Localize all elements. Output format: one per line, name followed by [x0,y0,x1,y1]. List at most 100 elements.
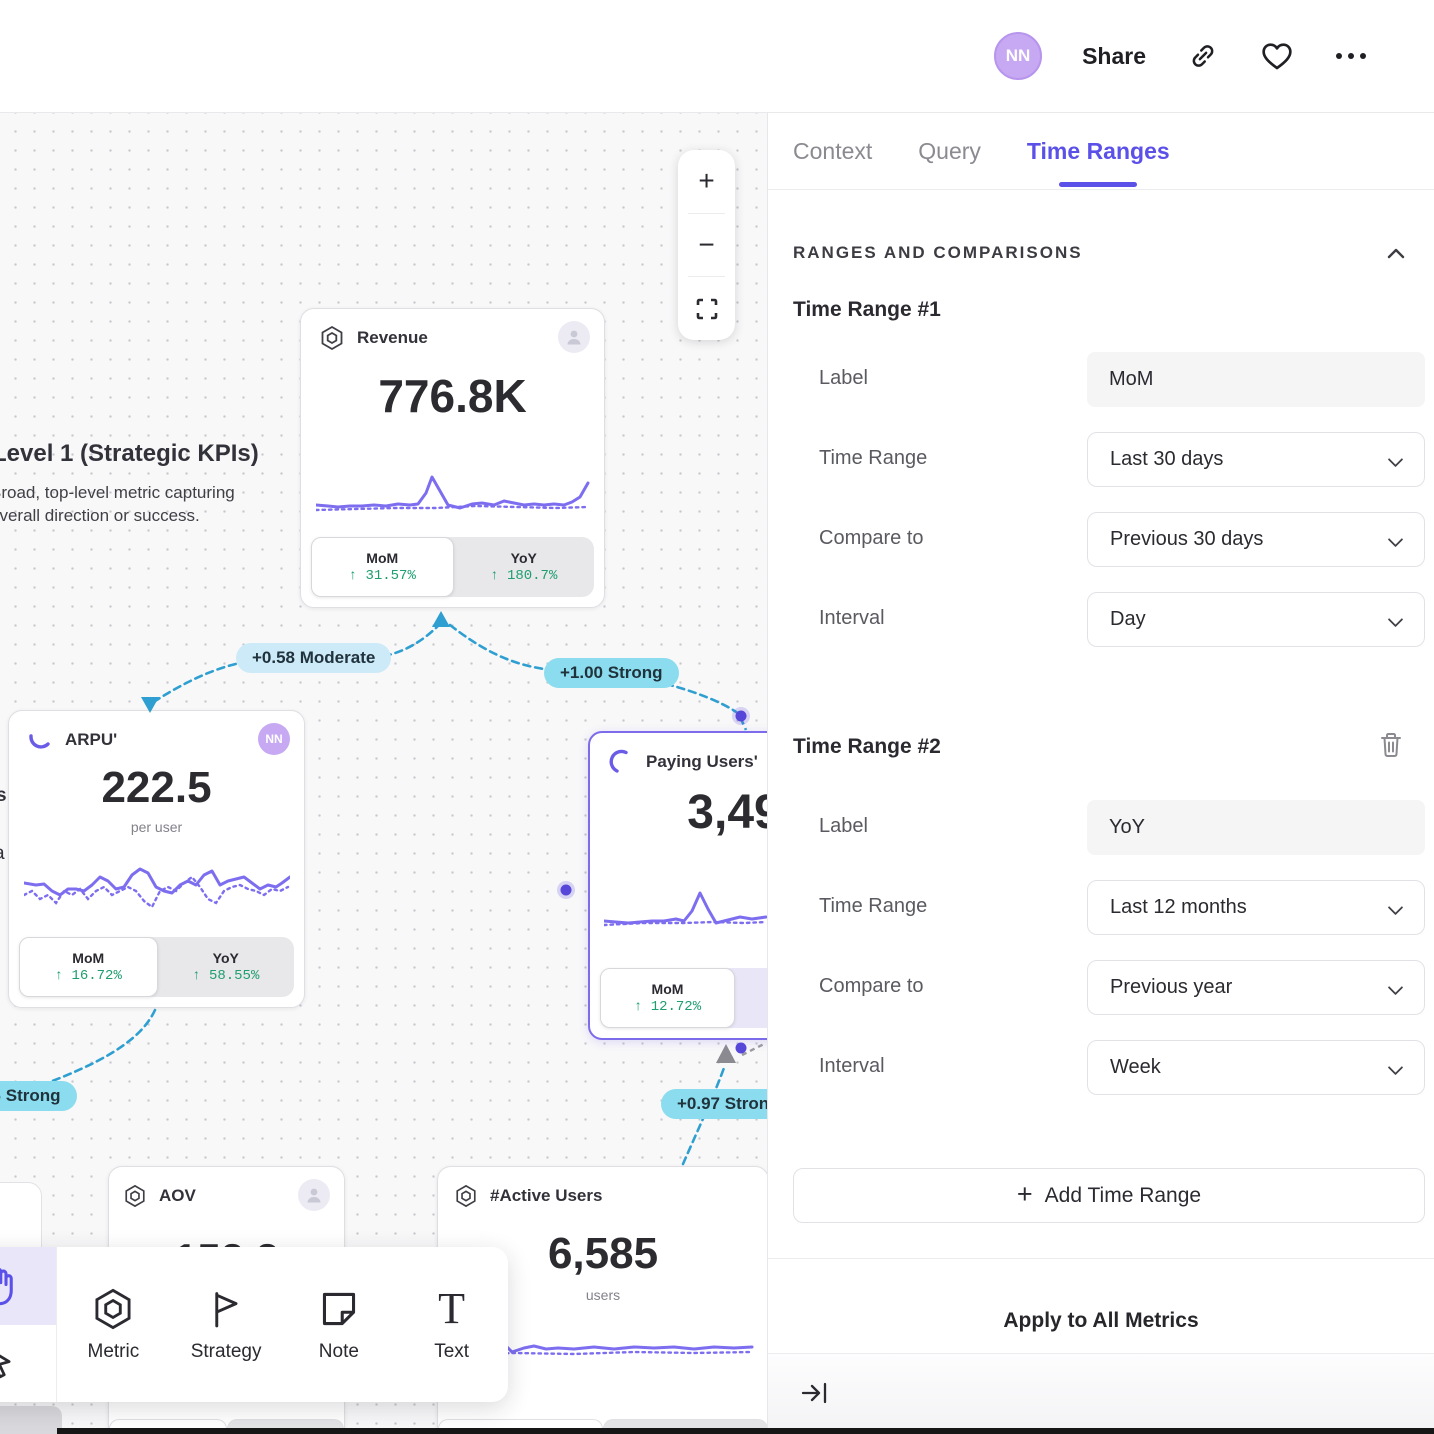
link-icon [1192,45,1214,67]
change-value: ↑ 12.72% [633,999,702,1015]
clipped-text-fragment: a [0,843,5,865]
interval-select[interactable]: Week [1087,1040,1425,1095]
divider [768,1258,1434,1259]
owner-avatar[interactable] [298,1179,330,1211]
tab-query[interactable]: Query [918,137,981,164]
add-text-button[interactable]: T Text [395,1247,508,1402]
pan-tool-button[interactable] [0,1247,56,1325]
tab-time-ranges[interactable]: Time Ranges [1027,113,1170,189]
add-time-range-label: Add Time Range [1044,1183,1202,1207]
divider [688,276,725,278]
edge-label-correlation[interactable]: +0.66 Strong [0,1081,77,1111]
metric-hexagon-icon [91,1287,135,1331]
group-heading: Level 1 (Strategic KPIs) [0,440,259,467]
field-label: Time Range [819,895,928,917]
trash-icon [1381,733,1401,757]
chevron-down-icon [1390,611,1402,623]
metric-card-arpu[interactable]: ARPU' NN 222.5 per user MoM ↑ 16.72% YoY… [8,710,305,1008]
add-time-range-button[interactable]: + Add Time Range [793,1168,1425,1223]
select-value: Previous year [1110,976,1233,998]
field-label: Interval [819,607,885,629]
loading-spinner-icon [608,749,634,775]
metric-hexagon-icon [454,1184,478,1208]
owner-avatar[interactable]: NN [258,723,290,755]
zoom-out-button[interactable]: − [698,229,715,260]
tab-label: YoY [510,550,537,566]
tab-label: MoM [651,981,684,997]
tab-yoy[interactable] [735,968,767,1028]
card-title: Revenue [357,328,428,347]
fit-view-button[interactable] [678,277,735,340]
card-title: ARPU' [65,730,118,749]
label-input[interactable] [1087,800,1425,855]
zoom-in-button[interactable]: + [698,165,715,197]
add-metric-button[interactable]: Metric [57,1247,170,1402]
canvas-toolbar: Metric Strategy Note T Text [0,1247,508,1402]
card-title: #Active Users [490,1186,603,1205]
metric-tree-canvas[interactable]: +0.58 Moderate +1.00 Strong +0.66 Strong… [0,113,767,1434]
metric-card-paying-users[interactable]: Paying Users' 3,49 users MoM ↑ 12.72% [588,731,767,1040]
card-title: AOV [159,1186,196,1205]
compare-to-select[interactable]: Previous year [1087,960,1425,1015]
time-range-1-title: Time Range #1 [793,298,941,321]
user-avatar[interactable]: NN [994,32,1043,80]
tab-mom[interactable]: MoM ↑ 12.72% [600,968,735,1028]
clipped-tab [0,1406,62,1434]
interval-select[interactable]: Day [1087,592,1425,647]
panel-bottom-bar [768,1353,1434,1434]
edge-label-correlation[interactable]: +0.58 Moderate [236,643,392,673]
add-note-button[interactable]: Note [283,1247,396,1402]
change-value: ↑ 58.55% [192,968,260,984]
sparkline-chart [316,475,590,512]
sparkline-chart [24,867,290,909]
field-label: Time Range [819,447,928,469]
tab-mom[interactable]: MoM ↑ 16.72% [19,937,158,997]
label-input[interactable] [1087,352,1425,407]
loading-spinner-icon [27,727,53,753]
edge-label-correlation[interactable]: +1.00 Strong [544,658,679,688]
metric-unit: per user [130,819,183,835]
copy-link-button[interactable] [1186,39,1220,73]
tab-label: MoM [72,950,105,966]
delete-time-range-button[interactable] [1378,731,1404,764]
time-range-select[interactable]: Last 12 months [1087,880,1425,935]
connection-handle-left [560,884,572,896]
share-button[interactable]: Share [1082,42,1146,69]
comparison-toggle: MoM ↑ 12.72% [600,968,767,1028]
tab-yoy[interactable]: YoY ↑ 180.7% [454,537,595,597]
chevron-down-icon [1390,451,1402,463]
tab-yoy[interactable]: YoY ↑ 58.55% [158,937,295,997]
apply-all-metrics-button[interactable]: Apply to All Metrics [1003,1309,1199,1332]
change-value: ↑ 16.72% [54,968,122,984]
collapse-chevron-up-icon[interactable] [1386,246,1406,260]
metric-hexagon-icon [123,1184,147,1208]
hand-icon [0,1267,13,1305]
favorite-button[interactable] [1260,39,1294,73]
comparison-toggle: MoM ↑ 31.57% YoY ↑ 180.7% [311,537,594,597]
field-label: Compare to [819,527,924,549]
more-options-button[interactable] [1334,39,1368,73]
time-range-select[interactable]: Last 30 days [1087,432,1425,487]
tab-mom[interactable]: MoM ↑ 31.57% [311,537,454,597]
compare-to-select[interactable]: Previous 30 days [1087,512,1425,567]
metric-value: 222.5 [101,763,212,812]
section-title: RANGES AND COMPARISONS [793,243,1083,262]
panel-tabs: Context Query Time Ranges [768,113,1434,190]
select-tool-button[interactable] [0,1325,56,1403]
arrowhead-into-revenue [432,611,450,627]
more-options-icon [1336,53,1366,59]
tab-context[interactable]: Context [793,137,873,164]
select-value: Last 30 days [1110,448,1224,470]
tool-selector [0,1247,57,1402]
collapse-panel-button[interactable] [801,1380,828,1411]
owner-avatar[interactable] [558,321,590,353]
add-strategy-button[interactable]: Strategy [170,1247,283,1402]
tab-label: MoM [366,550,399,566]
group-description: Broad, top-level metric capturing overal… [0,483,235,525]
arrow-to-line-icon [801,1382,827,1404]
field-label: Compare to [819,975,924,997]
metric-card-revenue[interactable]: Revenue 776.8K MoM ↑ 31.57% YoY ↑ 180.7% [300,308,605,608]
canvas-zoom-controls: + − [678,150,735,340]
edge-label-correlation[interactable]: +0.97 Strong [661,1089,767,1119]
change-value: ↑ 31.57% [348,568,416,584]
